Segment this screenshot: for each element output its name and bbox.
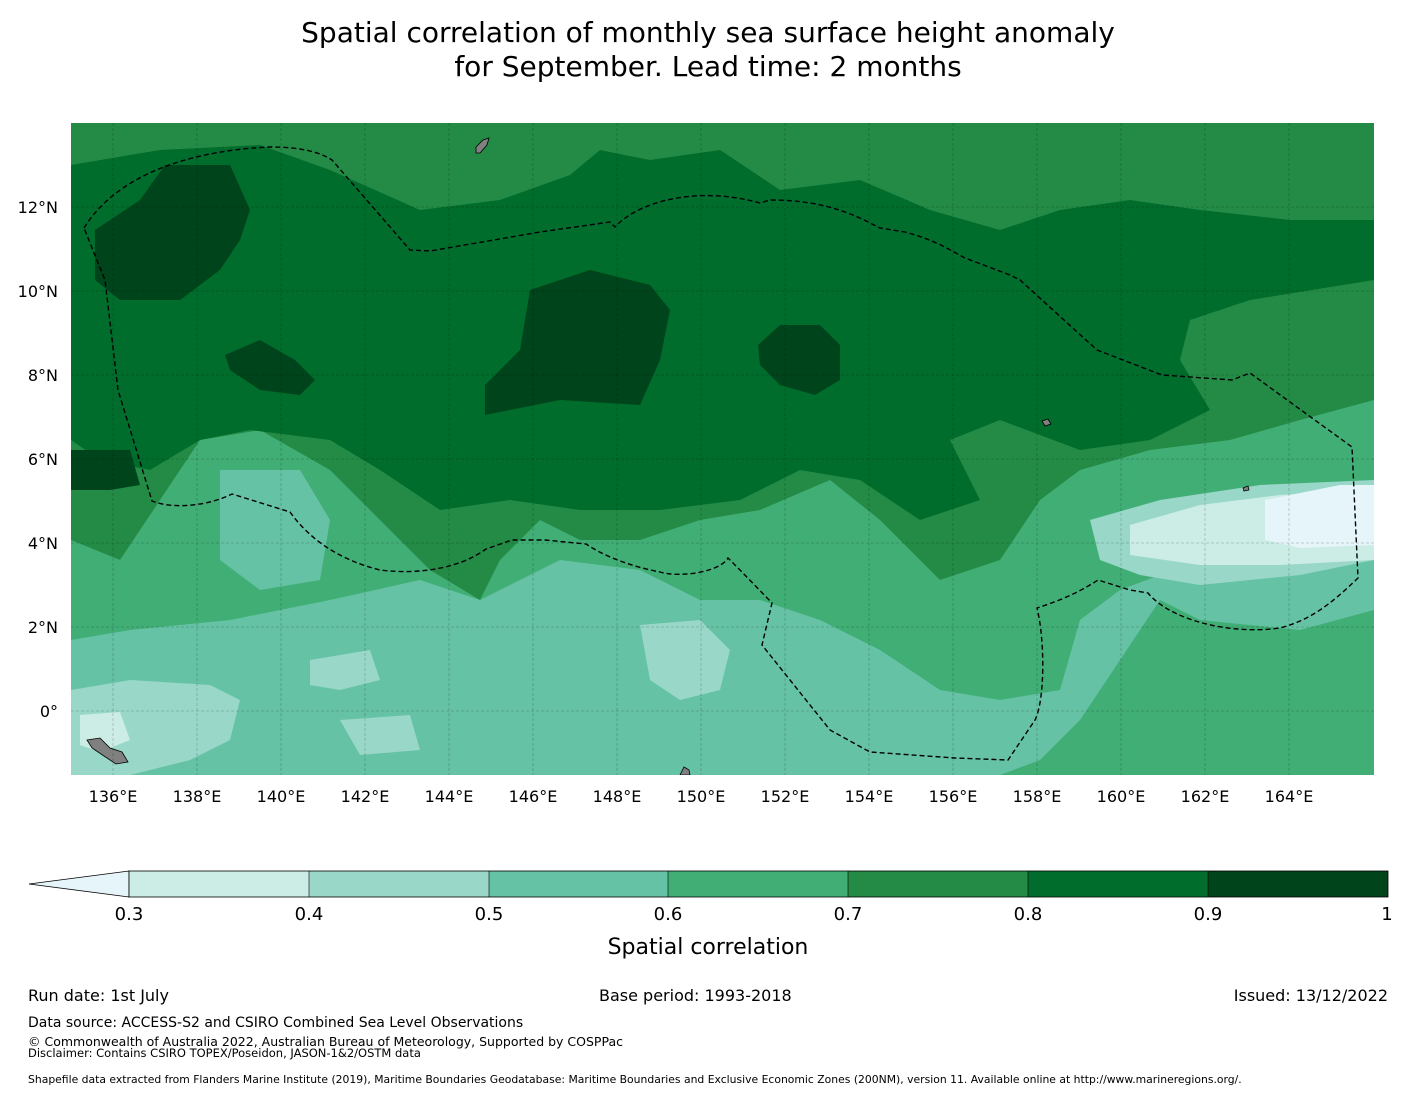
- correlation-field: [71, 123, 1374, 775]
- colorbar-title: Spatial correlation: [608, 935, 809, 960]
- colorbar-extend-triangle: [28, 870, 130, 898]
- colorbar-dividers: [308, 871, 1209, 897]
- colorbar-segment: [1028, 871, 1208, 897]
- island-bougainville: [679, 766, 691, 775]
- island-east: [1242, 485, 1250, 492]
- colorbar-tick-label: 0.3: [115, 904, 144, 925]
- title-line-2: for September. Lead time: 2 months: [454, 50, 962, 83]
- lat-tick-label: 6°N: [28, 450, 58, 469]
- field-zone-0.5-b: [220, 470, 330, 590]
- island-guam: [475, 137, 490, 154]
- lon-tick-label: 158°E: [1013, 787, 1062, 806]
- field-zone-0.4-d: [340, 715, 420, 755]
- lat-tick-label: 0°: [40, 702, 58, 721]
- lon-tick-labels: 136°E 138°E 140°E 142°E 144°E 146°E 148°…: [89, 787, 1314, 806]
- lon-tick-label: 164°E: [1265, 787, 1314, 806]
- data-source: Data source: ACCESS-S2 and CSIRO Combine…: [28, 1015, 524, 1031]
- colorbar-tick-label: 1: [1381, 904, 1392, 925]
- lat-tick-labels: 12°N 10°N 8°N 6°N 4°N 2°N 0°: [18, 198, 58, 721]
- colorbar-tick-label: 0.6: [654, 904, 683, 925]
- lon-tick-label: 146°E: [509, 787, 558, 806]
- lon-tick-label: 156°E: [929, 787, 978, 806]
- colorbar-segment: [848, 871, 1028, 897]
- lon-tick-label: 136°E: [89, 787, 138, 806]
- eez-boundary: [83, 146, 1359, 761]
- colorbar-tick-label: 0.4: [295, 904, 324, 925]
- shapefile-credit: Shapefile data extracted from Flanders M…: [28, 1073, 1242, 1086]
- colorbar-segment: [1208, 871, 1388, 897]
- lon-tick-label: 160°E: [1097, 787, 1146, 806]
- colorbar-tick-label: 0.7: [834, 904, 863, 925]
- colorbar-tick-label: 0.5: [475, 904, 504, 925]
- island-png-west: [86, 737, 129, 765]
- lon-tick-label: 162°E: [1181, 787, 1230, 806]
- field-zone-0.4-c: [310, 650, 380, 690]
- colorbar-segment: [489, 871, 668, 897]
- chart-title: Spatial correlation of monthly sea surfa…: [0, 16, 1416, 84]
- colorbar: 0.3 0.4 0.5 0.6 0.7 0.8 0.9 1 Spatial co…: [28, 870, 1393, 960]
- colorbar-outline: [128, 870, 1389, 898]
- field-zone-0.9-d: [71, 450, 140, 490]
- lon-tick-label: 142°E: [341, 787, 390, 806]
- lon-tick-label: 150°E: [677, 787, 726, 806]
- island-kosrae: [1041, 418, 1052, 427]
- lon-tick-label: 140°E: [257, 787, 306, 806]
- field-zone-0.8: [71, 145, 1374, 520]
- lon-tick-label: 144°E: [425, 787, 474, 806]
- field-zone-0.9-c: [758, 325, 840, 395]
- lat-tick-label: 4°N: [28, 534, 58, 553]
- colorbar-segment: [668, 871, 848, 897]
- title-line-1: Spatial correlation of monthly sea surfa…: [301, 16, 1115, 49]
- issued-date: Issued: 13/12/2022: [1233, 986, 1388, 1005]
- colorbar-segment: [129, 871, 309, 897]
- base-period: Base period: 1993-2018: [599, 986, 792, 1005]
- lat-tick-label: 10°N: [18, 282, 58, 301]
- lat-tick-label: 12°N: [18, 198, 58, 217]
- copyright: © Commonwealth of Australia 2022, Austra…: [28, 1034, 623, 1049]
- map-gridlines: [71, 123, 1374, 775]
- field-zone-below-0.3: [1265, 485, 1374, 548]
- lon-tick-label: 152°E: [761, 787, 810, 806]
- run-date: Run date: 1st July: [28, 986, 169, 1005]
- field-zone-0.9-nw: [95, 165, 250, 300]
- disclaimer: Disclaimer: Contains CSIRO TOPEX/Poseido…: [28, 1046, 421, 1060]
- field-zone-0.9-b: [485, 270, 670, 415]
- lon-tick-label: 138°E: [173, 787, 222, 806]
- lon-tick-label: 154°E: [845, 787, 894, 806]
- field-zone-0.4-mid: [640, 620, 730, 700]
- field-zone-0.9-a: [225, 340, 315, 395]
- lat-tick-label: 8°N: [28, 366, 58, 385]
- lat-tick-label: 2°N: [28, 618, 58, 637]
- colorbar-segment: [309, 871, 489, 897]
- colorbar-tick-label: 0.8: [1014, 904, 1043, 925]
- lon-tick-label: 148°E: [593, 787, 642, 806]
- colorbar-tick-label: 0.9: [1194, 904, 1223, 925]
